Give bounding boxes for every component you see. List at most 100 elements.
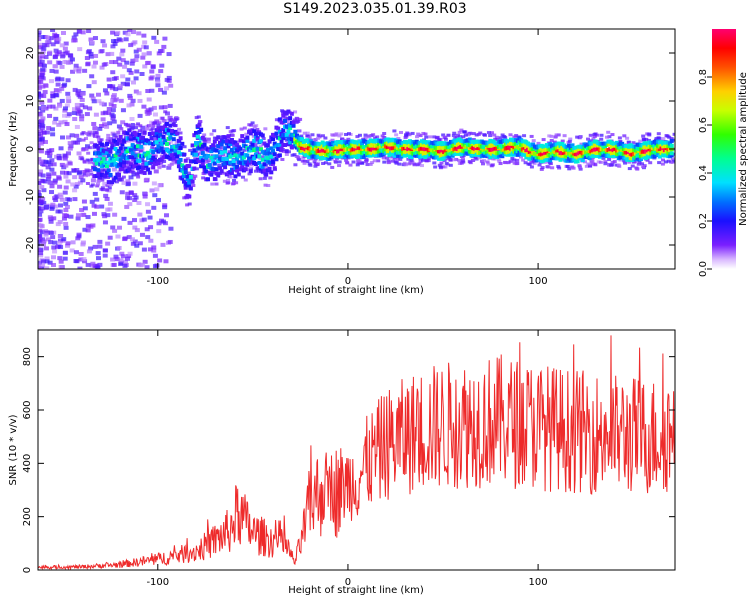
heatmap-cell bbox=[41, 106, 47, 111]
heatmap-cell bbox=[147, 124, 152, 128]
heatmap-cell bbox=[537, 149, 542, 154]
heatmap-cell bbox=[121, 146, 126, 150]
heatmap-cell bbox=[192, 133, 197, 138]
heatmap-cell bbox=[217, 147, 222, 151]
heatmap-cell bbox=[62, 153, 68, 158]
heatmap-cell bbox=[122, 237, 128, 242]
heatmap-cell bbox=[630, 164, 635, 168]
heatmap-cell bbox=[384, 156, 389, 160]
heatmap-cell bbox=[323, 136, 328, 140]
heatmap-cell bbox=[267, 139, 272, 144]
heatmap-cell bbox=[96, 146, 101, 151]
heatmap-cell bbox=[305, 148, 310, 153]
heatmap-cell bbox=[669, 138, 674, 143]
heatmap-cell bbox=[257, 160, 262, 165]
heatmap-cell bbox=[54, 37, 60, 42]
heatmap-cell bbox=[614, 163, 619, 167]
heatmap-cell bbox=[138, 149, 143, 153]
heatmap-cell bbox=[263, 183, 268, 187]
heatmap-cell bbox=[219, 150, 224, 155]
heatmap-cell bbox=[69, 57, 75, 62]
x-tick-label: 0 bbox=[345, 577, 351, 588]
heatmap-cell bbox=[38, 190, 41, 195]
heatmap-cell bbox=[627, 160, 632, 164]
heatmap-cell bbox=[113, 97, 119, 102]
heatmap-cell bbox=[59, 170, 65, 175]
heatmap-cell bbox=[47, 260, 53, 265]
heatmap-cell bbox=[95, 266, 101, 269]
heatmap-cell bbox=[257, 152, 262, 156]
heatmap-cell bbox=[159, 48, 165, 53]
heatmap-cell bbox=[354, 155, 359, 160]
heatmap-cell bbox=[152, 193, 158, 198]
heatmap-cell bbox=[125, 181, 131, 186]
heatmap-cell bbox=[176, 150, 181, 155]
heatmap-cell bbox=[100, 178, 105, 182]
heatmap-cell bbox=[38, 69, 42, 74]
heatmap-cell bbox=[54, 245, 60, 250]
heatmap-cell bbox=[136, 31, 142, 36]
heatmap-cell bbox=[90, 261, 96, 266]
heatmap-cell bbox=[74, 133, 80, 138]
heatmap-cell bbox=[292, 118, 297, 122]
heatmap-cell bbox=[169, 162, 174, 166]
heatmap-cell bbox=[222, 179, 227, 183]
heatmap-cell bbox=[220, 148, 225, 152]
heatmap-cell bbox=[43, 159, 49, 164]
heatmap-cell bbox=[111, 93, 117, 98]
heatmap-cell bbox=[405, 131, 410, 135]
heatmap-cell bbox=[224, 141, 229, 146]
heatmap-cell bbox=[155, 83, 161, 88]
heatmap-cell bbox=[591, 137, 596, 141]
heatmap-cell bbox=[579, 142, 584, 146]
heatmap-cell bbox=[140, 162, 145, 166]
heatmap-cell bbox=[298, 117, 303, 121]
heatmap-cell bbox=[46, 160, 52, 165]
heatmap-cell bbox=[132, 40, 138, 45]
heatmap-cell bbox=[191, 184, 196, 188]
heatmap-cell bbox=[139, 169, 144, 174]
heatmap-cell bbox=[63, 225, 69, 230]
heatmap-cell bbox=[198, 120, 203, 124]
heatmap-cell bbox=[47, 151, 53, 156]
heatmap-cell bbox=[432, 161, 437, 165]
heatmap-cell bbox=[48, 79, 54, 84]
heatmap-cell bbox=[87, 160, 93, 165]
heatmap-cell bbox=[96, 157, 101, 162]
heatmap-cell bbox=[280, 157, 285, 161]
heatmap-cell bbox=[40, 263, 46, 268]
heatmap-cell bbox=[156, 161, 161, 166]
heatmap-cell bbox=[117, 84, 123, 89]
heatmap-cell bbox=[560, 139, 565, 143]
heatmap-cell bbox=[376, 159, 381, 163]
heatmap-cell bbox=[279, 139, 284, 144]
heatmap-cell bbox=[73, 184, 79, 189]
heatmap-cell bbox=[132, 239, 138, 244]
heatmap-cell bbox=[206, 140, 211, 144]
heatmap-cell bbox=[108, 137, 114, 142]
heatmap-cell bbox=[284, 111, 289, 116]
heatmap-cell bbox=[469, 143, 474, 148]
heatmap-cell bbox=[368, 162, 373, 166]
heatmap-cell bbox=[585, 153, 590, 158]
heatmap-cell bbox=[147, 170, 152, 175]
heatmap-cell bbox=[334, 140, 339, 145]
heatmap-cell bbox=[76, 66, 82, 71]
heatmap-cell bbox=[180, 141, 185, 146]
heatmap-cell bbox=[346, 132, 351, 136]
heatmap-cell bbox=[258, 177, 263, 181]
heatmap-cell bbox=[132, 198, 138, 203]
heatmap-cell bbox=[288, 123, 293, 128]
heatmap-cell bbox=[512, 152, 517, 157]
heatmap-cell bbox=[62, 113, 68, 118]
heatmap-cell bbox=[118, 134, 123, 139]
heatmap-cell bbox=[494, 135, 499, 139]
heatmap-cell bbox=[44, 204, 50, 209]
heatmap-cell bbox=[644, 137, 649, 141]
heatmap-cell bbox=[176, 164, 181, 169]
heatmap-cell bbox=[459, 128, 464, 132]
heatmap-cell bbox=[156, 221, 162, 226]
heatmap-cell bbox=[194, 152, 199, 157]
heatmap-cell bbox=[175, 131, 180, 136]
